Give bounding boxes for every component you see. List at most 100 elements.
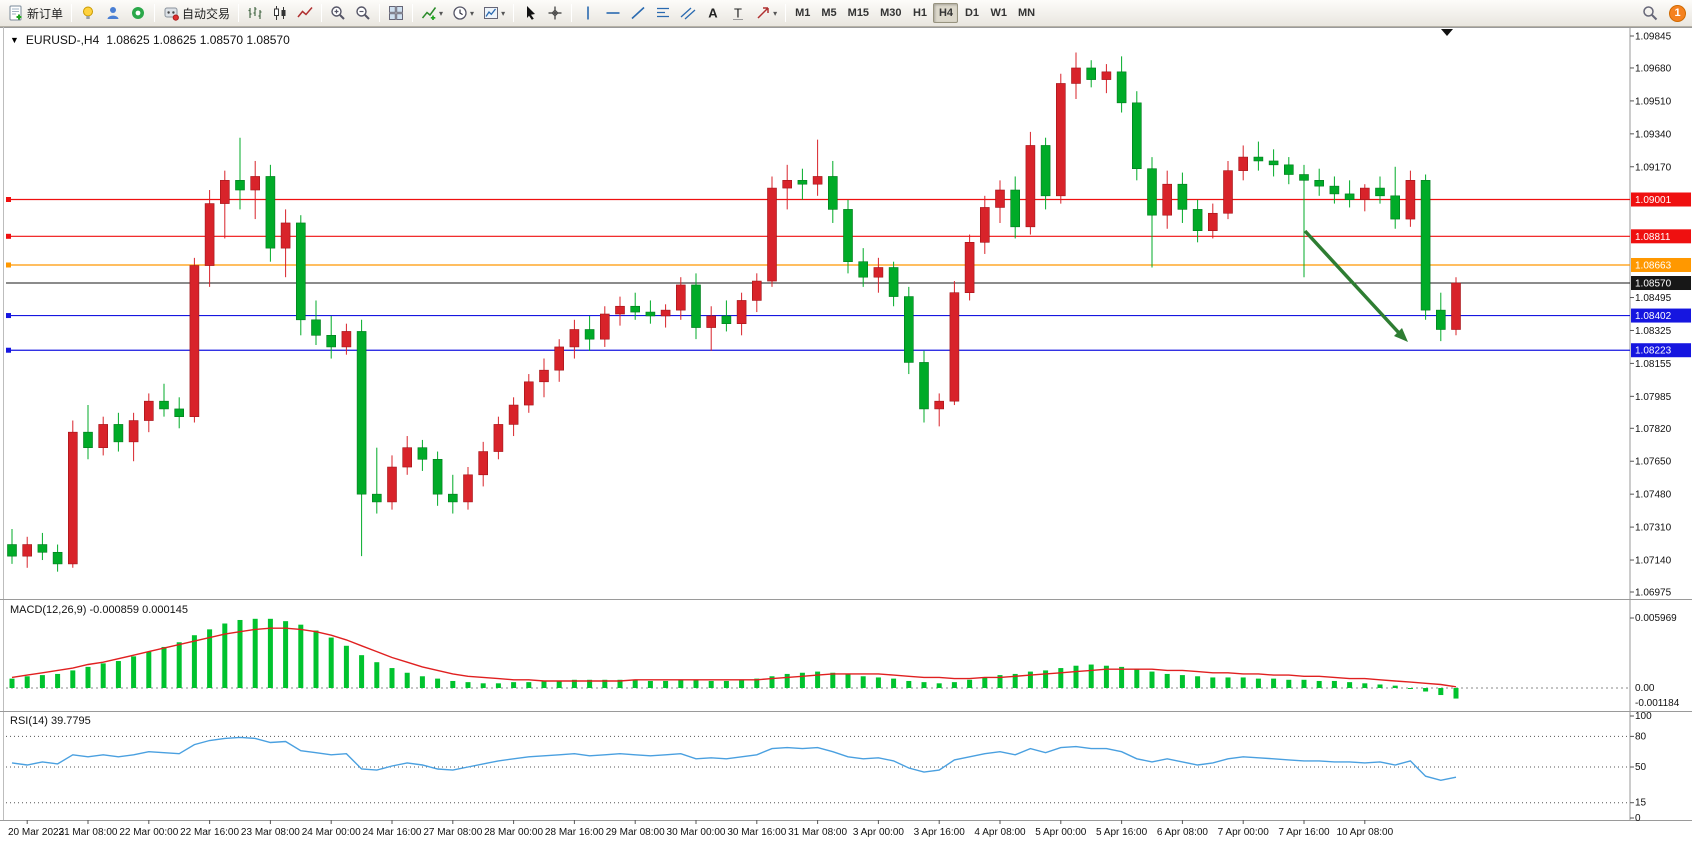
timeframe-d1-button[interactable]: D1 <box>959 3 984 23</box>
svg-text:21 Mar 08:00: 21 Mar 08:00 <box>59 827 118 838</box>
toolbar-separator <box>785 4 787 22</box>
horizontal-line-icon <box>606 12 620 14</box>
svg-text:7 Apr 00:00: 7 Apr 00:00 <box>1218 827 1270 838</box>
cursor-icon <box>527 6 536 20</box>
svg-text:1.08155: 1.08155 <box>1635 359 1672 370</box>
alerts-button[interactable] <box>76 2 100 24</box>
text-button[interactable]: A <box>701 2 725 24</box>
templates-button[interactable]: ▾ <box>479 2 509 24</box>
svg-text:1.08495: 1.08495 <box>1635 293 1672 304</box>
svg-text:100: 100 <box>1635 711 1652 722</box>
svg-text:1.09001: 1.09001 <box>1635 195 1672 206</box>
chart-symbol-period: EURUSD-,H4 <box>25 33 100 47</box>
arrows-button[interactable]: ▾ <box>751 2 781 24</box>
tile-windows-icon <box>389 6 404 20</box>
svg-text:A: A <box>708 6 718 21</box>
macd-name: MACD(12,26,9) <box>10 604 87 616</box>
chart-header: ▼ EURUSD-,H4 1.08625 1.08625 1.08570 1.0… <box>10 33 290 47</box>
rsi-indicator-label: RSI(14) 39.7795 <box>10 715 91 727</box>
rsi-name: RSI(14) <box>10 715 48 727</box>
toolbar-separator <box>571 4 573 22</box>
ohlc-bars-icon <box>248 7 262 19</box>
trendline-icon <box>631 6 645 20</box>
svg-text:30 Mar 16:00: 30 Mar 16:00 <box>727 827 786 838</box>
macd-indicator-label: MACD(12,26,9) -0.000859 0.000145 <box>10 604 188 616</box>
notification-badge[interactable]: 1 <box>1669 4 1686 22</box>
text-label-icon: T <box>733 6 744 21</box>
svg-text:24 Mar 16:00: 24 Mar 16:00 <box>363 827 422 838</box>
svg-text:4 Apr 08:00: 4 Apr 08:00 <box>974 827 1026 838</box>
dropdown-caret-icon: ▾ <box>773 8 778 18</box>
vertical-line-button[interactable] <box>576 2 600 24</box>
svg-text:1.07310: 1.07310 <box>1635 523 1672 534</box>
svg-text:20 Mar 2023: 20 Mar 2023 <box>8 827 65 838</box>
toolbar-separator <box>238 4 240 22</box>
svg-text:23 Mar 08:00: 23 Mar 08:00 <box>241 827 300 838</box>
svg-text:-0.001184: -0.001184 <box>1635 698 1680 709</box>
bulb-icon <box>83 6 94 19</box>
svg-text:1.08402: 1.08402 <box>1635 311 1672 322</box>
text-label-button[interactable]: T <box>726 2 750 24</box>
svg-text:1.09845: 1.09845 <box>1635 32 1672 43</box>
timeframe-h1-button[interactable]: H1 <box>907 3 932 23</box>
timeframe-mn-button[interactable]: MN <box>1013 3 1040 23</box>
crosshair-icon <box>548 6 562 20</box>
svg-text:1.08811: 1.08811 <box>1635 232 1671 243</box>
svg-text:3 Apr 00:00: 3 Apr 00:00 <box>853 827 905 838</box>
svg-text:0.00: 0.00 <box>1635 683 1655 694</box>
svg-text:0: 0 <box>1635 813 1641 824</box>
fibonacci-icon <box>657 7 670 18</box>
arrow-tool-icon <box>757 7 769 19</box>
toolbar-separator <box>154 4 156 22</box>
svg-text:0.005969: 0.005969 <box>1635 613 1677 624</box>
svg-text:1.07480: 1.07480 <box>1635 490 1672 501</box>
autotrading-button[interactable]: 自动交易 <box>159 2 234 24</box>
cursor-button[interactable] <box>518 2 542 24</box>
timeframe-m30-button[interactable]: M30 <box>875 3 906 23</box>
svg-text:1.09170: 1.09170 <box>1635 162 1672 173</box>
line-chart-button[interactable] <box>293 2 317 24</box>
svg-text:80: 80 <box>1635 731 1647 742</box>
channel-button[interactable] <box>676 2 700 24</box>
timeframe-m5-button[interactable]: M5 <box>816 3 841 23</box>
svg-text:5 Apr 00:00: 5 Apr 00:00 <box>1035 827 1087 838</box>
community-button[interactable] <box>126 2 150 24</box>
svg-text:1.09510: 1.09510 <box>1635 96 1672 107</box>
svg-text:50: 50 <box>1635 762 1647 773</box>
bars-chart-button[interactable] <box>243 2 267 24</box>
crosshair-button[interactable] <box>543 2 567 24</box>
indicators-icon <box>421 7 437 20</box>
svg-text:22 Mar 00:00: 22 Mar 00:00 <box>119 827 178 838</box>
zoom-out-button[interactable] <box>351 2 375 24</box>
new-order-button[interactable]: 新订单 <box>4 2 67 24</box>
svg-text:10 Apr 08:00: 10 Apr 08:00 <box>1336 827 1393 838</box>
timeframe-h4-button[interactable]: H4 <box>933 3 959 23</box>
search-button[interactable] <box>1638 2 1662 24</box>
clock-icon <box>453 6 467 20</box>
timeframe-m1-button[interactable]: M1 <box>790 3 815 23</box>
new-order-icon <box>9 5 22 21</box>
toolbar-separator <box>71 4 73 22</box>
horizontal-line-button[interactable] <box>601 2 625 24</box>
one-click-expander-icon[interactable]: ▼ <box>10 35 19 45</box>
fibonacci-button[interactable] <box>651 2 675 24</box>
zoom-in-button[interactable] <box>326 2 350 24</box>
timeframe-m15-button[interactable]: M15 <box>843 3 874 23</box>
periods-button[interactable]: ▾ <box>448 2 478 24</box>
chart-ohlc-quotes: 1.08625 1.08625 1.08570 1.08570 <box>106 33 290 47</box>
svg-text:1.07650: 1.07650 <box>1635 457 1672 468</box>
svg-text:31 Mar 08:00: 31 Mar 08:00 <box>788 827 847 838</box>
svg-text:24 Mar 00:00: 24 Mar 00:00 <box>302 827 361 838</box>
timeframe-w1-button[interactable]: W1 <box>985 3 1012 23</box>
account-button[interactable] <box>101 2 125 24</box>
svg-text:6 Apr 08:00: 6 Apr 08:00 <box>1157 827 1209 838</box>
indicators-button[interactable]: ▾ <box>417 2 447 24</box>
candlestick-chart-button[interactable] <box>268 2 292 24</box>
svg-text:1.08325: 1.08325 <box>1635 326 1672 337</box>
tile-windows-button[interactable] <box>384 2 408 24</box>
new-order-label: 新订单 <box>27 6 64 21</box>
trendline-button[interactable] <box>626 2 650 24</box>
svg-text:15: 15 <box>1635 798 1647 809</box>
